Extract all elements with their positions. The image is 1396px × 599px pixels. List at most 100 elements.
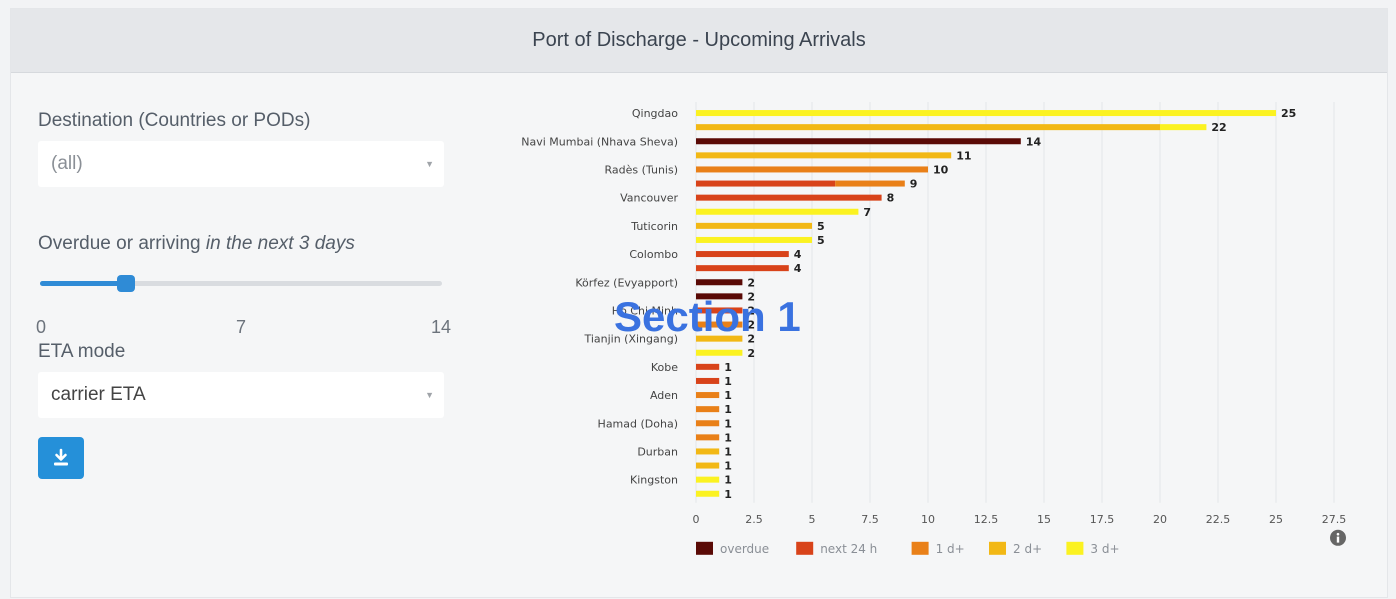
bar-value-label: 1: [724, 474, 732, 487]
bar-value-label: 1: [724, 417, 732, 430]
category-label: Navi Mumbai (Nhava Sheva): [521, 135, 678, 148]
bar-value-label: 7: [863, 206, 871, 219]
legend-label: 3 d+: [1090, 542, 1119, 556]
bar-value-label: 2: [747, 333, 755, 346]
bar-segment: [696, 349, 743, 356]
slider-min-label: 0: [35, 317, 47, 337]
category-label: Vancouver: [620, 192, 678, 205]
destination-label: Destination (Countries or PODs): [38, 110, 311, 131]
bar-value-label: 1: [724, 460, 732, 473]
eta-mode-value: carrier ETA: [51, 384, 146, 405]
bar-value-label: 1: [724, 361, 732, 374]
download-button[interactable]: [38, 437, 84, 479]
bar-value-label: 5: [817, 220, 825, 233]
bar-value-label: 2: [747, 276, 755, 289]
legend-swatch: [989, 541, 1006, 555]
category-label: Körfez (Evyapport): [575, 276, 678, 289]
eta-mode-select[interactable]: carrier ETA ▼: [38, 372, 444, 418]
bar-segment: [696, 279, 743, 286]
x-tick-label: 17.5: [1090, 513, 1115, 526]
legend-swatch: [911, 541, 929, 555]
x-tick-label: 0: [693, 513, 700, 526]
bar-value-label: 5: [817, 234, 825, 247]
bar-segment: [696, 265, 789, 272]
slider-track[interactable]: [40, 275, 442, 292]
info-icon-stem: [1336, 536, 1340, 543]
bar-value-label: 1: [724, 431, 732, 444]
bar-segment: [696, 363, 720, 370]
bar-segment: [696, 293, 743, 300]
legend-label: 2 d+: [1013, 542, 1042, 556]
category-label: Tianjin (Xingang): [583, 333, 678, 346]
x-tick-label: 22.5: [1206, 513, 1231, 526]
slider-mid-label: 7: [235, 317, 247, 337]
window-label-suffix: in the next 3 days: [205, 233, 355, 254]
slider-handle[interactable]: [117, 275, 136, 292]
bar-value-label: 1: [724, 445, 732, 458]
x-tick-label: 12.5: [974, 513, 999, 526]
bar-segment: [696, 448, 720, 455]
bar-segment: [835, 180, 905, 187]
bar-segment: [696, 434, 720, 441]
bar-value-label: 4: [794, 262, 802, 275]
bar-segment: [696, 321, 743, 328]
category-label: Durban: [637, 445, 678, 458]
window-label: Overdue or arriving in the next 3 days: [38, 233, 458, 255]
bar-segment: [696, 222, 812, 229]
bar-segment: [696, 180, 836, 187]
category-label: Kingston: [630, 474, 678, 487]
bar-value-label: 2: [747, 347, 755, 360]
bar-segment: [696, 377, 720, 384]
category-label: Colombo: [629, 248, 678, 261]
eta-mode-label: ETA mode: [38, 341, 126, 362]
bar-value-label: 10: [933, 163, 949, 176]
bar-value-label: 1: [724, 488, 732, 501]
bar-value-label: 1: [724, 403, 732, 416]
bar-value-label: 22: [1211, 121, 1226, 134]
bar-segment: [696, 194, 882, 201]
category-label: Hamad (Doha): [598, 417, 678, 430]
legend-swatch: [1066, 541, 1084, 555]
x-tick-label: 20: [1153, 513, 1167, 526]
dropdown-caret-icon: ▼: [425, 159, 434, 169]
category-label: Tuticorin: [630, 220, 678, 233]
bar-segment: [696, 490, 720, 497]
bar-segment: [696, 110, 1276, 117]
download-icon: [54, 448, 68, 466]
days-slider[interactable]: 0 7 14: [36, 269, 458, 337]
bar-segment: [696, 152, 952, 159]
x-tick-label: 25: [1269, 513, 1283, 526]
bar-segment: [696, 166, 928, 173]
bar-segment: [696, 335, 743, 342]
arrivals-bar-chart: 0 2.5 5 7.5 10 12.5 15 17.5 20 22.5 25 27.525221411…: [521, 102, 1347, 556]
bar-segment: [696, 208, 859, 215]
bar-value-label: 2: [747, 304, 755, 317]
slider-max-label: 14: [430, 317, 452, 337]
x-tick-label: 5: [809, 513, 816, 526]
bar-segment: [696, 307, 743, 314]
legend-swatch: [796, 541, 814, 555]
legend-label: overdue: [720, 542, 769, 556]
bar-value-label: 14: [1026, 135, 1042, 148]
bar-value-label: 4: [794, 248, 802, 261]
category-label: Aden: [650, 389, 678, 402]
bar-segment: [696, 236, 812, 243]
bar-value-label: 2: [747, 319, 755, 332]
bar-segment: [696, 462, 720, 469]
dropdown-caret-icon: ▼: [425, 390, 434, 400]
bar-segment: [696, 124, 1160, 131]
slider-fill: [40, 281, 127, 286]
bar-segment: [696, 420, 720, 427]
bar-value-label: 25: [1281, 107, 1296, 120]
category-label: Radès (Tunis): [605, 163, 678, 176]
x-tick-label: 7.5: [861, 513, 879, 526]
legend-swatch: [696, 541, 713, 555]
bar-value-label: 2: [747, 290, 755, 303]
x-tick-label: 27.5: [1322, 513, 1347, 526]
legend-label: 1 d+: [936, 542, 965, 556]
bar-segment: [696, 406, 720, 413]
bar-segment: [696, 138, 1021, 145]
category-label: Ho Chi Minh: [612, 304, 678, 317]
destination-select[interactable]: (all) ▼: [38, 141, 444, 187]
bar-value-label: 1: [724, 375, 732, 388]
